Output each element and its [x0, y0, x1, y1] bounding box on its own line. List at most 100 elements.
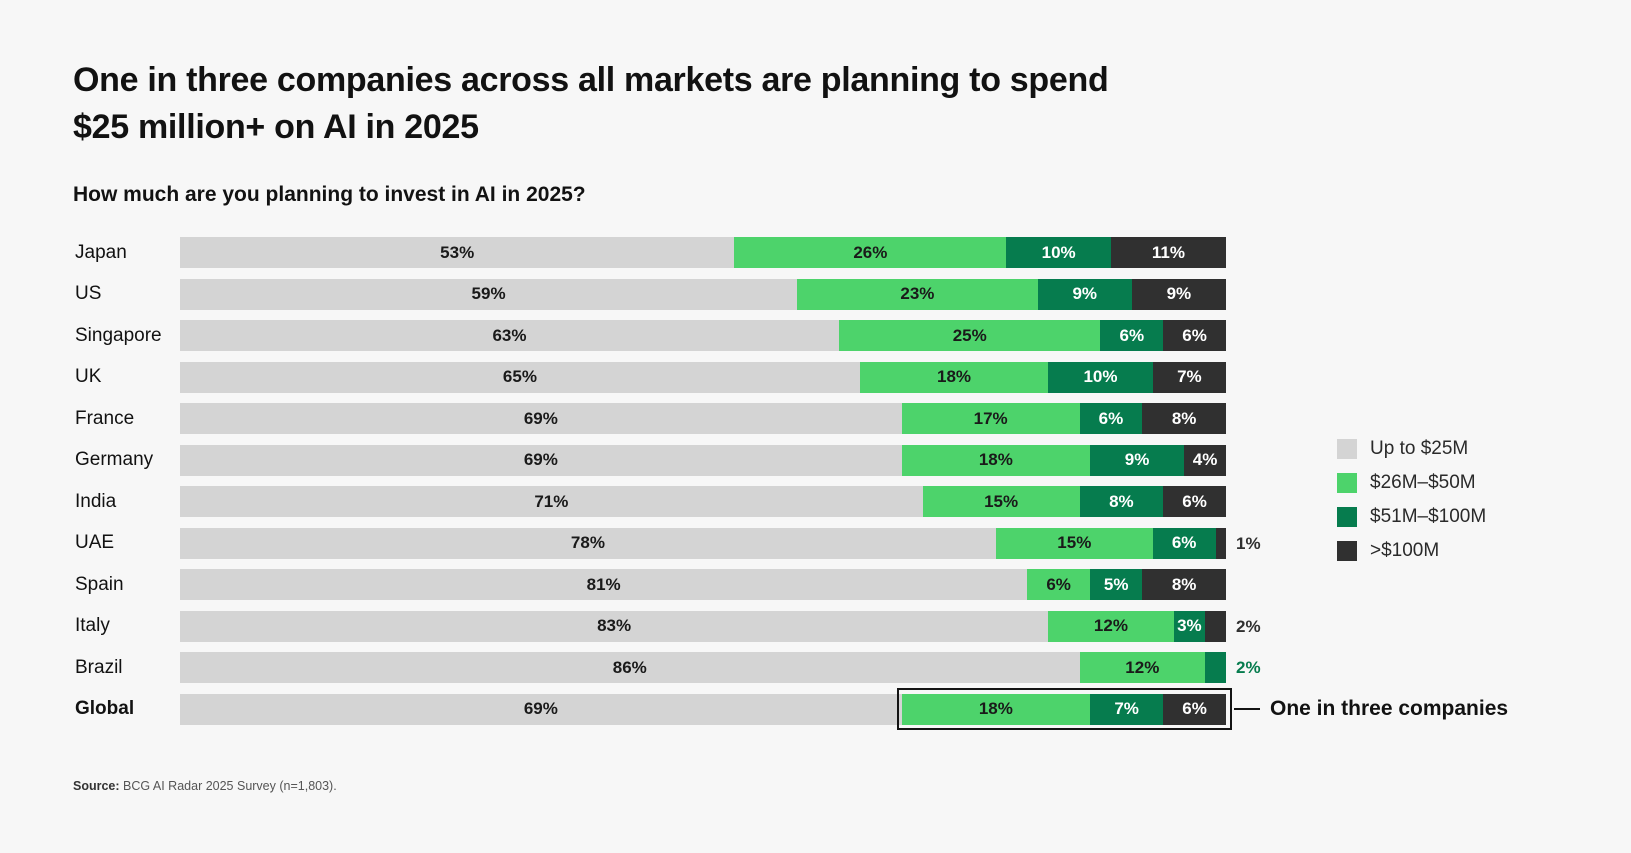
legend-swatch-icon	[1337, 439, 1357, 459]
bar-segment-italy-series-2: 3%	[1173, 610, 1206, 642]
chart-area: Japan 53% 26% 10% 11% US 59% 23% 9% 9% Singapore 63…	[75, 237, 1508, 735]
stacked-bar-brazil: 86% 12% 2%	[180, 652, 1261, 683]
legend-item-2: $51M–$100M	[1337, 506, 1486, 528]
stacked-bar-japan: 53% 26% 10% 11%	[180, 237, 1226, 268]
bar-segment-us-series-2: 9%	[1037, 278, 1132, 310]
bar-segment-singapore-series-1: 25%	[838, 320, 1101, 351]
legend-label: >$100M	[1370, 540, 1440, 561]
stacked-bar-global: 69% 18% 7% 6% One in three companies	[180, 688, 1508, 730]
page-title-line-1: One in three companies across all market…	[73, 61, 1109, 99]
bar-segment-uae-series-1: 15%	[995, 527, 1153, 559]
legend-label: Up to $25M	[1370, 438, 1469, 459]
bar-segment-uae-series-2: 6%	[1152, 527, 1216, 559]
stacked-bar-germany: 69% 18% 9% 4%	[180, 444, 1226, 476]
legend-swatch-icon	[1337, 507, 1357, 527]
legend-swatch-icon	[1337, 541, 1357, 561]
chart-row-global: Global 69% 18% 7% 6% One in three companies	[75, 688, 1508, 730]
outside-value-label-italy: 2%	[1236, 616, 1261, 636]
bar-segment-global-series-0: 69%	[180, 693, 902, 725]
stacked-bar-italy: 83% 12% 3% 2%	[180, 610, 1261, 642]
legend-swatch-icon	[1337, 473, 1357, 493]
bar-segment-italy-series-0: 83%	[180, 610, 1049, 642]
stacked-bar-india: 71% 15% 8% 6%	[180, 486, 1226, 517]
bar-segment-japan-series-0: 53%	[180, 237, 735, 268]
bar-segment-uk-series-0: 65%	[180, 361, 860, 393]
chart-row-germany: Germany 69% 18% 9% 4%	[75, 444, 1235, 476]
bar-segment-us-series-0: 59%	[180, 278, 798, 310]
chart-subtitle-question: How much are you planning to invest in A…	[73, 183, 586, 206]
stacked-bar-uae: 78% 15% 6% 1%	[180, 527, 1261, 559]
bar-segment-germany-series-1: 18%	[901, 444, 1090, 476]
bar-segment-global-series-2: 7%	[1090, 693, 1164, 725]
legend-item-1: $26M–$50M	[1337, 472, 1486, 494]
legend-item-3: >$100M	[1337, 540, 1486, 562]
page-title-line-2: $25 million+ on AI in 2025	[73, 108, 479, 146]
bar-segment-uae-series-0: 78%	[180, 527, 996, 559]
stacked-bar-us: 59% 23% 9% 9%	[180, 278, 1226, 310]
chart-row-us: US 59% 23% 9% 9%	[75, 278, 1235, 310]
bar-segment-germany-series-3: 4%	[1184, 444, 1226, 476]
bar-segment-us-series-1: 23%	[797, 278, 1038, 310]
chart-row-india: India 71% 15% 8% 6%	[75, 486, 1235, 517]
annotation-text: One in three companies	[1270, 697, 1509, 720]
source-label: Source:	[73, 779, 120, 793]
bar-segment-italy-series-3	[1205, 610, 1226, 642]
bar-segment-uk-series-1: 18%	[859, 361, 1049, 393]
row-label-singapore: Singapore	[75, 324, 162, 346]
bar-segment-us-series-3: 9%	[1131, 278, 1226, 310]
page-title: One in three companies across all market…	[73, 57, 1109, 151]
stacked-bar-france: 69% 17% 6% 8%	[180, 403, 1226, 434]
bar-segment-india-series-2: 8%	[1079, 486, 1164, 517]
row-label-uae: UAE	[75, 532, 115, 553]
legend-item-0: Up to $25M	[1337, 438, 1486, 460]
legend-label: $26M–$50M	[1370, 472, 1476, 493]
row-label-germany: Germany	[75, 449, 154, 470]
bar-segment-japan-series-1: 26%	[734, 237, 1007, 268]
source-note: Source: BCG AI Radar 2025 Survey (n=1,80…	[73, 779, 337, 793]
bar-segment-spain-series-2: 5%	[1090, 569, 1143, 600]
chart-row-spain: Spain 81% 6% 5% 8%	[75, 569, 1235, 600]
chart-row-france: France 69% 17% 6% 8%	[75, 403, 1235, 434]
bar-segment-global-series-3: 6%	[1163, 693, 1226, 725]
legend: Up to $25M $26M–$50M $51M–$100M >$100M	[1337, 438, 1486, 574]
row-label-spain: Spain	[75, 573, 124, 595]
row-label-india: India	[75, 490, 117, 512]
row-label-us: US	[75, 283, 102, 304]
bar-segment-france-series-0: 69%	[180, 403, 902, 434]
bar-segment-italy-series-1: 12%	[1048, 610, 1174, 642]
bar-segment-germany-series-0: 69%	[180, 444, 902, 476]
bar-segment-india-series-3: 6%	[1163, 486, 1226, 517]
bar-segment-spain-series-0: 81%	[180, 569, 1028, 600]
bar-segment-japan-series-3: 11%	[1110, 237, 1226, 268]
bar-segment-france-series-1: 17%	[901, 403, 1080, 434]
row-label-japan: Japan	[75, 241, 127, 263]
chart-row-uk: UK 65% 18% 10% 7%	[75, 361, 1235, 393]
bar-segment-brazil-series-1: 12%	[1079, 652, 1206, 683]
bar-segment-japan-series-2: 10%	[1006, 237, 1111, 268]
bar-segment-uae-series-3	[1215, 527, 1226, 559]
chart-row-brazil: Brazil 86% 12% 2%	[75, 652, 1261, 683]
bar-segment-france-series-3: 8%	[1142, 403, 1226, 434]
row-label-global: Global	[75, 698, 135, 719]
bar-segment-germany-series-2: 9%	[1090, 444, 1185, 476]
bar-segment-singapore-series-2: 6%	[1100, 320, 1164, 351]
bar-segment-global-series-1: 18%	[901, 693, 1090, 725]
chart-row-italy: Italy 83% 12% 3% 2%	[75, 610, 1261, 642]
chart-row-japan: Japan 53% 26% 10% 11%	[75, 237, 1235, 268]
bar-segment-uk-series-3: 7%	[1152, 361, 1226, 393]
row-label-france: France	[75, 407, 135, 429]
stacked-bar-uk: 65% 18% 10% 7%	[180, 361, 1226, 393]
bar-segment-india-series-0: 71%	[180, 486, 923, 517]
bar-segment-spain-series-1: 6%	[1027, 569, 1090, 600]
bar-segment-singapore-series-0: 63%	[180, 320, 839, 351]
bar-segment-uk-series-2: 10%	[1048, 361, 1153, 393]
outside-value-label-brazil: 2%	[1236, 658, 1261, 677]
bar-segment-spain-series-3: 8%	[1142, 569, 1226, 600]
bar-segment-brazil-series-0: 86%	[180, 652, 1080, 683]
bar-segment-singapore-series-3: 6%	[1163, 320, 1226, 351]
stacked-bar-singapore: 63% 25% 6% 6%	[180, 320, 1226, 351]
bar-segment-india-series-1: 15%	[922, 486, 1080, 517]
outside-value-label-uae: 1%	[1236, 533, 1261, 553]
bar-segment-brazil-series-2	[1205, 652, 1226, 683]
row-label-italy: Italy	[75, 615, 110, 636]
